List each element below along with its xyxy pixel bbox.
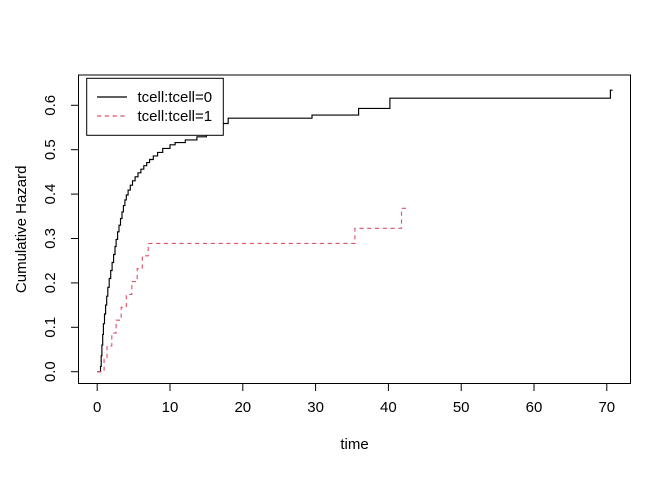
legend-box [86,77,224,136]
x-tick-label: 20 [234,399,251,416]
y-axis: 0.0 0.1 0.2 0.3 0.4 0.5 0.6 [42,95,79,382]
y-tick-label: 0.2 [42,272,59,293]
x-tick-label: 10 [162,399,179,416]
y-axis-title: Cumulative Hazard [13,166,30,294]
plot-box [78,74,631,384]
y-tick-label: 0.3 [42,228,59,249]
x-tick-label: 0 [93,399,101,416]
x-tick-label: 60 [526,399,543,416]
legend: tcell:tcell=0 tcell:tcell=1 [86,77,224,136]
x-axis: 0 10 20 30 40 50 60 70 [93,383,615,416]
x-tick-label: 40 [380,399,397,416]
y-tick-label: 0.1 [42,317,59,338]
x-tick-label: 30 [307,399,324,416]
series-line-tcell1 [97,207,408,373]
legend-label: tcell:tcell=1 [138,108,213,125]
y-tick-label: 0.0 [42,361,59,382]
legend-label: tcell:tcell=0 [138,89,213,106]
y-tick-label: 0.5 [42,139,59,160]
x-axis-title: time [340,436,368,453]
y-tick-label: 0.4 [42,184,59,205]
x-tick-label: 70 [598,399,615,416]
x-tick-label: 50 [453,399,470,416]
y-tick-label: 0.6 [42,95,59,116]
